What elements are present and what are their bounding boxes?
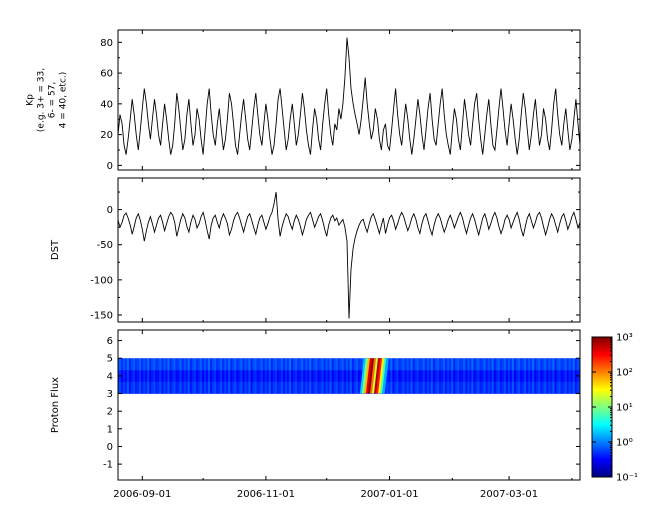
proton-event-streak: [378, 358, 385, 394]
proton-ytick-label: 0: [107, 442, 113, 453]
proton-ytick-label: 5: [107, 354, 113, 365]
x-tick-label: 2006-11-01: [237, 489, 295, 500]
x-tick-label: 2007-01-01: [360, 489, 418, 500]
proton-ytick-label: 3: [107, 389, 113, 400]
proton-panel: -1 0 1 2 3 4 5 6 2006-09-01 2006-11-01 2007-01-01 2…: [50, 329, 581, 500]
dst-panel: 0 -50 -100 -150 DST: [50, 177, 581, 323]
kp-ytick-label: 80: [100, 38, 113, 49]
proton-event-streak: [365, 358, 373, 394]
x-tick-label: 2007-03-01: [480, 489, 538, 500]
proton-event-streak: [361, 358, 369, 394]
kp-plot-area: [118, 30, 580, 170]
proton-event-streak: [359, 358, 367, 394]
dst-ylabel: DST: [50, 239, 61, 260]
colorbar-tick-label: 10²: [616, 368, 633, 379]
colorbar-tick-label: 10¹: [616, 403, 633, 414]
proton-event-streak: [372, 358, 379, 394]
dst-frame: [117, 177, 581, 323]
colorbar-tick-label: 10³: [616, 333, 633, 344]
proton-event-streak: [380, 358, 387, 394]
x-tick-label: 2006-09-01: [113, 489, 171, 500]
kp-ytick-label: 60: [100, 69, 113, 80]
proton-ytick-label: 2: [107, 407, 113, 418]
colorbar: 10³ 10² 10¹ 10⁰ 10⁻¹: [591, 333, 638, 484]
kp-panel: 0 20 40 60 80 Kp(e.g. 3+ = 33,6- = 57,4 = 40,…: [26, 29, 581, 172]
proton-event-streak: [374, 358, 381, 394]
colorbar-tick-label: 10⁰: [616, 438, 633, 449]
proton-ytick-label: 4: [107, 371, 113, 382]
colorbar-gradient: [592, 337, 612, 477]
kp-ytick-label: 40: [100, 99, 113, 110]
kp-ylabel: Kp(e.g. 3+ = 33,6- = 57,4 = 40, etc.): [26, 68, 69, 132]
kp-frame: [117, 29, 581, 171]
proton-event-streak: [370, 358, 377, 394]
colorbar-tick-label: 10⁻¹: [616, 473, 638, 484]
proton-frame: [117, 329, 581, 481]
proton-event-streak: [376, 358, 383, 394]
proton-event-streak: [382, 358, 389, 394]
proton-ytick-label: 6: [107, 336, 113, 347]
kp-ytick-label: 0: [107, 161, 113, 172]
dst-plot-area: [118, 178, 580, 322]
proton-ytick-label: -1: [103, 460, 113, 471]
proton-ylabel: Proton Flux: [50, 377, 61, 433]
dst-ytick-label: -100: [90, 275, 113, 286]
kp-series-line: [118, 37, 580, 155]
kp-ytick-label: 20: [100, 130, 113, 141]
proton-event-streak: [368, 358, 375, 394]
proton-plot-area: [118, 330, 580, 480]
dst-ytick-label: -150: [90, 310, 113, 321]
dst-series-line: [118, 191, 580, 319]
dst-ytick-label: -50: [97, 240, 113, 251]
proton-flux-heatmap: [118, 358, 580, 394]
proton-ytick-label: 1: [107, 424, 113, 435]
dst-ytick-label: 0: [107, 205, 113, 216]
proton-event-streak: [363, 358, 371, 394]
